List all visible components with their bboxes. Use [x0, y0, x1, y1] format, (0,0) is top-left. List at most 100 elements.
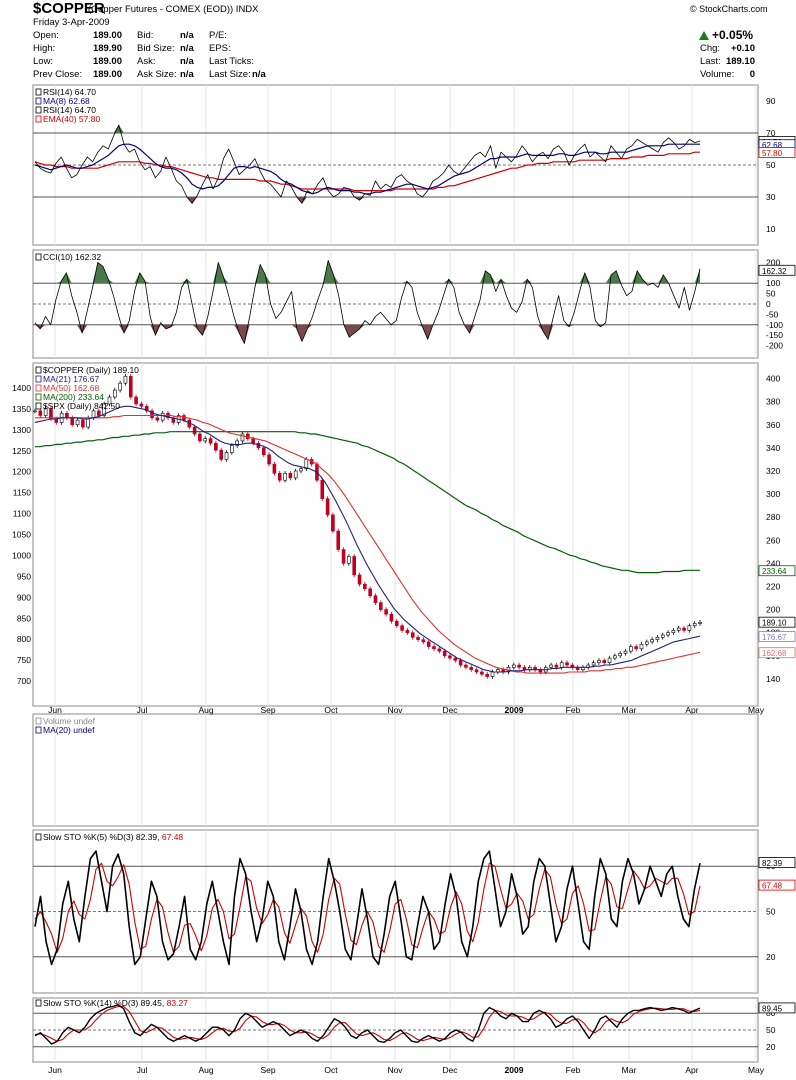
ask-label: Ask:	[137, 56, 156, 67]
price-ma200-line	[35, 431, 700, 574]
sto14-value-tag-box	[758, 1002, 796, 1014]
rsi-legend-swatch	[35, 115, 42, 123]
price-right-tick-label: 200	[766, 605, 780, 615]
price-candle	[219, 449, 223, 460]
price-candle	[368, 588, 372, 597]
price-x-tick-label: Mar	[622, 705, 637, 715]
bottom-x-tick-label: 2009	[505, 1065, 524, 1075]
rsi-tick-label: 50	[766, 160, 776, 170]
spx-left-tick-label: 700	[17, 676, 31, 686]
change-percent: +0.05%	[712, 28, 754, 42]
rsi-tick-label: 30	[766, 192, 776, 202]
high-value: 189.90	[92, 43, 122, 54]
sto5-k-line	[34, 850, 701, 966]
sto5-legend-prefix: Slow STO %K(5) %D(3) 82.39,	[43, 832, 162, 842]
cci-tick-label: -150	[766, 330, 783, 340]
high-label: High:	[33, 43, 56, 54]
price-candle	[267, 454, 271, 465]
stockcharts-credit[interactable]: © StockCharts.com	[690, 4, 768, 14]
price-candle	[155, 417, 160, 421]
rsi-tick-label: 90	[766, 96, 776, 106]
spx-left-tick-label: 1100	[13, 509, 32, 519]
sto5-tick-label: 20	[766, 952, 776, 962]
last-value: 189.10	[725, 56, 755, 67]
bid-size-label: Bid Size:	[137, 43, 175, 54]
bottom-x-tick-label: Sep	[260, 1065, 275, 1075]
price-candle	[613, 655, 617, 659]
price-candle	[240, 433, 245, 442]
price-candle	[102, 403, 106, 416]
price-candle	[687, 625, 692, 631]
price-candle	[602, 660, 607, 664]
price-candle	[144, 405, 149, 412]
rsi-value-tag: 62.68	[762, 141, 783, 150]
spx-left-tick-label: 1350	[12, 404, 31, 414]
price-candle	[426, 641, 431, 647]
price-x-tick-label: Aug	[198, 705, 213, 715]
price-legend-swatch	[35, 393, 42, 401]
price-candle	[453, 657, 458, 661]
bottom-x-tick-label: May	[748, 1065, 765, 1075]
price-candle	[490, 671, 495, 677]
sto5-legend-entry: Slow STO %K(5) %D(3) 82.39, 67.48	[43, 832, 183, 842]
price-legend-entry: MA(200) 233.64	[43, 392, 104, 402]
price-candle	[511, 664, 516, 668]
price-candle	[692, 623, 697, 627]
pe-label: P/E:	[209, 30, 227, 41]
price-candle	[97, 410, 101, 416]
price-candle	[134, 396, 138, 405]
volume-legend-swatch	[35, 726, 42, 734]
price-candle	[421, 639, 426, 643]
cci-tick-label: 200	[766, 257, 780, 267]
price-candle	[70, 417, 75, 426]
price-candle	[644, 641, 649, 645]
cci-tick-label: 0	[766, 299, 771, 309]
price-candle	[192, 426, 197, 435]
spx-left-tick-label: 1000	[12, 550, 31, 560]
sto5-value-tag-box	[758, 857, 796, 868]
price-candle	[623, 650, 628, 654]
rsi-tick-label: 70	[766, 128, 776, 138]
price-candle	[43, 408, 48, 416]
price-candle	[469, 667, 474, 670]
cci-tick-label: -50	[766, 309, 779, 319]
price-candle	[442, 650, 447, 657]
price-candle	[474, 669, 479, 673]
price-right-tick-label: 280	[766, 512, 780, 522]
bottom-x-tick-label: Apr	[685, 1065, 698, 1075]
volume-legend-entry: MA(20) undef	[43, 725, 95, 735]
price-candle	[320, 479, 325, 499]
price-right-tick-label: 240	[766, 558, 780, 568]
price-value-tag: 176.67	[762, 633, 787, 642]
spx-left-tick-label: 1200	[12, 467, 31, 477]
price-candle	[293, 470, 298, 479]
price-candle	[464, 664, 468, 668]
spx-left-tick-label: 750	[17, 655, 31, 665]
sto14-legend-prefix: Slow STO %K(14) %D(3) 89.45,	[43, 998, 167, 1008]
bottom-x-tick-label: Nov	[387, 1065, 403, 1075]
bid-size-value: n/a	[180, 43, 194, 54]
low-label: Low:	[33, 56, 54, 67]
price-x-tick-label: 2009	[505, 705, 524, 715]
price-candle	[198, 433, 202, 442]
quote-date: Friday 3-Apr-2009	[33, 17, 110, 28]
rsi-legend-entry: RSI(14) 64.70	[43, 87, 96, 97]
price-candle	[235, 440, 239, 446]
last-size-label: Last Size:	[209, 69, 251, 80]
spx-left-tick-label: 1150	[13, 488, 32, 498]
price-ma50-line	[35, 414, 701, 674]
price-candle	[261, 447, 266, 456]
volume-value: 0	[749, 69, 755, 80]
price-right-tick-label: 340	[766, 443, 780, 453]
price-candle	[634, 646, 638, 650]
bid-value: n/a	[180, 30, 194, 41]
price-candle	[629, 646, 633, 652]
price-candle	[352, 556, 357, 576]
last-label: Last:	[700, 56, 721, 67]
price-candle	[331, 514, 335, 532]
sto14-value-tag: 89.45	[762, 1004, 783, 1013]
price-candle	[671, 630, 676, 633]
volume-legend-swatch	[35, 717, 42, 725]
rsi-legend-entry: MA(8) 62.68	[43, 96, 90, 106]
price-candle	[230, 445, 234, 453]
